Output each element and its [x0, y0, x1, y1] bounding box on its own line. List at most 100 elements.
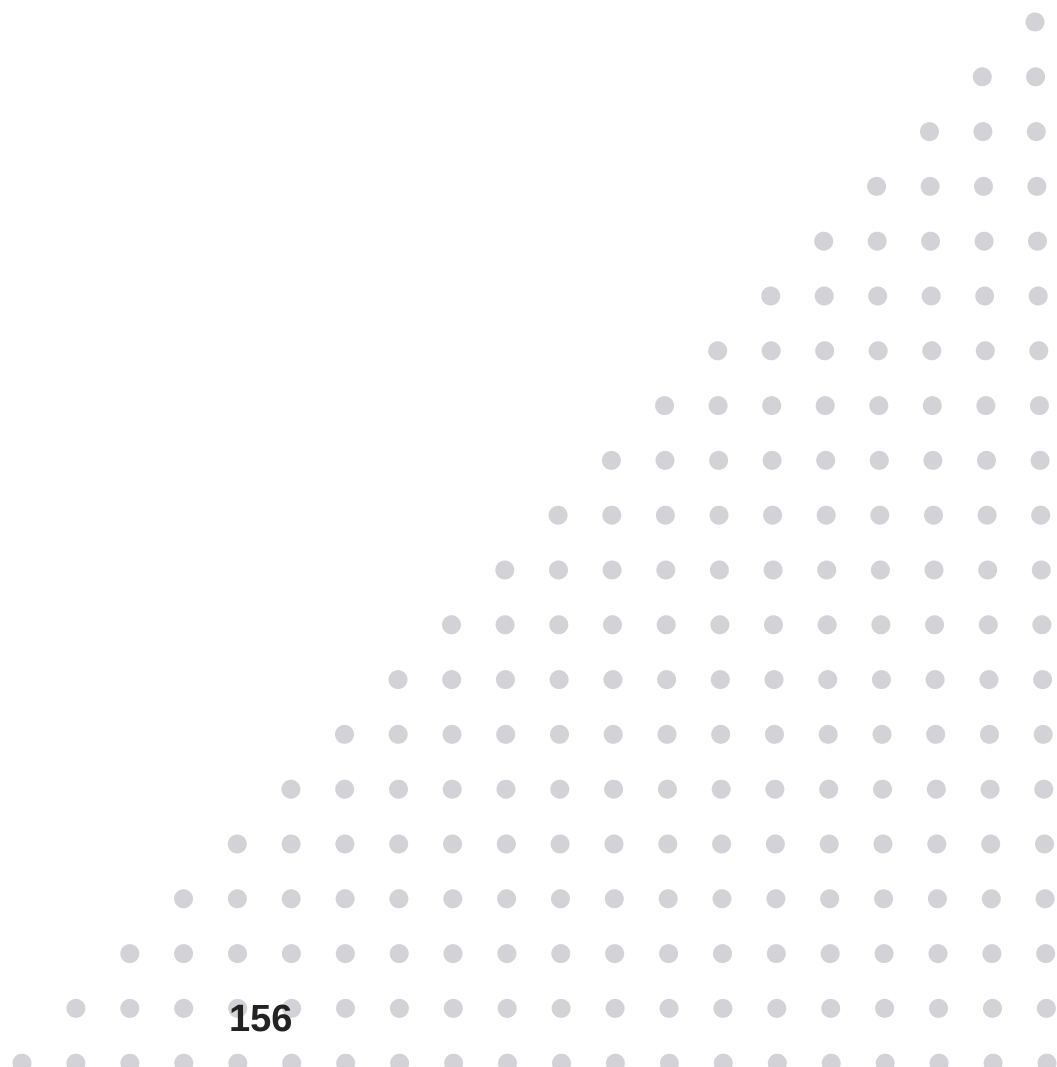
decorative-dot: [1036, 944, 1056, 964]
decorative-dot: [868, 341, 888, 361]
decorative-dot: [282, 1053, 302, 1067]
decorative-dot: [552, 1053, 571, 1067]
decorative-dot: [762, 450, 782, 470]
decorative-dot: [820, 889, 840, 909]
decorative-dot: [711, 779, 731, 799]
decorative-dot: [495, 615, 515, 635]
decorative-dot: [977, 450, 996, 470]
decorative-dot: [657, 779, 677, 799]
decorative-dot: [1027, 176, 1047, 196]
decorative-dot: [1026, 122, 1046, 142]
decorative-dot: [495, 670, 515, 690]
decorative-dot: [442, 670, 462, 690]
decorative-dot: [389, 779, 408, 799]
decorative-dot: [549, 560, 568, 580]
decorative-dot: [443, 944, 463, 964]
decorative-dot: [761, 341, 781, 361]
decorative-dot: [921, 231, 941, 251]
decorative-dot: [924, 505, 943, 525]
decorative-dot: [228, 1053, 248, 1067]
decorative-dot: [765, 834, 785, 854]
decorative-dot: [975, 286, 995, 306]
decorative-dot: [981, 889, 1001, 909]
decorative-dot: [1036, 998, 1056, 1018]
decorative-dot: [817, 560, 837, 580]
decorative-dot: [973, 122, 993, 142]
decorative-dot: [227, 834, 247, 854]
decorative-dot: [659, 1053, 679, 1067]
decorative-dot: [814, 286, 834, 306]
decorative-dot: [335, 779, 355, 799]
decorative-dot: [174, 1053, 194, 1067]
decorative-dot: [389, 944, 409, 964]
decorative-dot: [869, 450, 889, 470]
decorative-dot: [1031, 505, 1051, 525]
decorative-dot: [1031, 560, 1051, 580]
decorative-dot: [764, 615, 783, 635]
decorative-dot: [922, 341, 942, 361]
decorative-dot: [767, 1053, 787, 1067]
decorative-dot: [120, 944, 140, 964]
decorative-dot: [978, 560, 998, 580]
decorative-dot: [335, 724, 354, 744]
decorative-dot: [869, 396, 889, 416]
decorative-dot: [656, 560, 676, 580]
decorative-dot: [761, 286, 781, 306]
decorative-dot: [920, 176, 940, 196]
decorative-dot: [974, 176, 993, 196]
decorative-dot: [980, 779, 1000, 799]
decorative-dot: [929, 1053, 949, 1067]
decorative-dot: [713, 998, 733, 1018]
decorative-dot: [227, 889, 247, 909]
decorative-dot: [281, 889, 301, 909]
decorative-dot: [548, 505, 568, 525]
decorative-dot: [921, 286, 941, 306]
decorative-dot: [228, 998, 248, 1018]
decorative-dot: [496, 724, 516, 744]
decorative-dot: [868, 286, 888, 306]
decorative-dot: [601, 450, 621, 470]
decorative-dot: [444, 1053, 464, 1067]
decorative-dot: [389, 889, 409, 909]
decorative-dot: [605, 1053, 625, 1067]
decorative-dot: [497, 889, 517, 909]
decorative-dot: [927, 834, 947, 854]
decorative-dot: [335, 834, 355, 854]
decorative-dot: [655, 396, 675, 416]
decorative-dot: [975, 341, 995, 361]
decorative-dot: [495, 560, 515, 580]
decorative-dot: [603, 724, 623, 744]
decorative-dot: [550, 779, 570, 799]
decorative-dot: [496, 779, 516, 799]
decorative-dot: [872, 724, 892, 744]
decorative-dot: [764, 670, 784, 690]
decorative-dot: [443, 834, 462, 854]
decorative-dot: [875, 1053, 895, 1067]
decorative-dot: [867, 176, 887, 196]
decorative-dot: [336, 998, 355, 1018]
decorative-dot: [874, 944, 894, 964]
decorative-dot: [602, 560, 622, 580]
decorative-dot: [335, 944, 355, 964]
decorative-dot: [657, 724, 677, 744]
decorative-dot: [819, 779, 839, 799]
decorative-dot: [551, 889, 570, 909]
decorative-dot: [497, 998, 517, 1018]
decorative-dot: [174, 998, 194, 1018]
decorative-dot: [820, 944, 840, 964]
decorative-dot: [980, 724, 999, 744]
decorative-dot: [281, 834, 301, 854]
decorative-dot: [817, 615, 837, 635]
decorative-dot: [976, 396, 996, 416]
decorative-dot: [658, 834, 678, 854]
decorative-dot: [708, 396, 728, 416]
decorative-dot: [929, 998, 948, 1018]
decorative-dot: [657, 670, 677, 690]
decorative-dot: [388, 724, 408, 744]
decorative-dot: [389, 834, 409, 854]
decorative-dot: [1033, 724, 1053, 744]
decorative-dot: [926, 779, 946, 799]
decorative-dot: [551, 944, 571, 964]
decorative-dot: [66, 1053, 86, 1067]
